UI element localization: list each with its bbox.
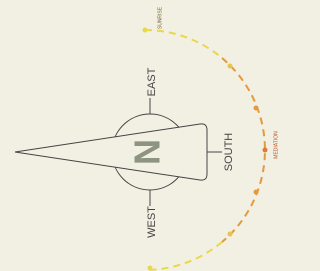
sun-dot xyxy=(254,106,259,111)
sun-dot xyxy=(263,148,268,153)
compass-diagram: SUNRISE MEDIATION N EAST WEST SOUTH xyxy=(0,0,286,271)
meridian-label: MEDIATION xyxy=(273,131,279,159)
sun-dot xyxy=(228,232,233,237)
sunrise-label: SUNRISE xyxy=(157,6,163,29)
west-label: WEST xyxy=(146,206,158,238)
east-label: EAST xyxy=(146,67,158,96)
sun-dot xyxy=(143,28,148,33)
south-label: SOUTH xyxy=(223,133,235,172)
sun-dot xyxy=(228,64,233,69)
sun-dot xyxy=(254,190,259,195)
north-letter: N xyxy=(127,139,168,165)
sun-dot xyxy=(148,266,153,271)
